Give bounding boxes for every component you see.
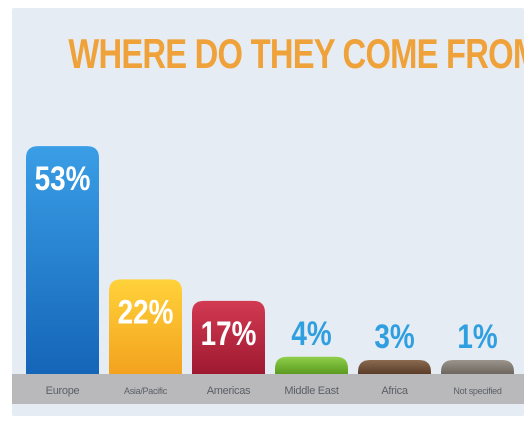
bar-chart: 53% Europe 22% Asia/Pacific 17% Americas 4% Mid… — [12, 146, 524, 404]
value-label: 17% — [201, 314, 257, 352]
category-label: Middle East — [284, 385, 338, 397]
category-label: Africa — [381, 385, 409, 397]
bar-europe — [26, 146, 99, 374]
bar-not-specified — [441, 360, 514, 374]
category-strip — [12, 374, 524, 404]
bar-americas — [192, 300, 265, 374]
category-label: Not specified — [453, 386, 501, 396]
chart-title: WHERE DO THEY COME FROM? — [68, 30, 524, 77]
category-label: Asia/Pacific — [124, 386, 168, 396]
bar-asia-pacific — [109, 279, 182, 374]
value-label: 22% — [118, 293, 174, 331]
category-label: Europe — [46, 385, 80, 397]
value-label: 3% — [374, 317, 414, 355]
category-label: Americas — [207, 385, 251, 397]
chart-card: WHERE DO THEY COME FROM? 53% Europe 22% Asi… — [12, 8, 524, 416]
bar-africa — [358, 360, 431, 374]
value-label: 1% — [457, 317, 497, 355]
bar-middle-east — [275, 356, 348, 374]
value-label: 4% — [291, 314, 331, 352]
value-label: 53% — [35, 159, 91, 197]
